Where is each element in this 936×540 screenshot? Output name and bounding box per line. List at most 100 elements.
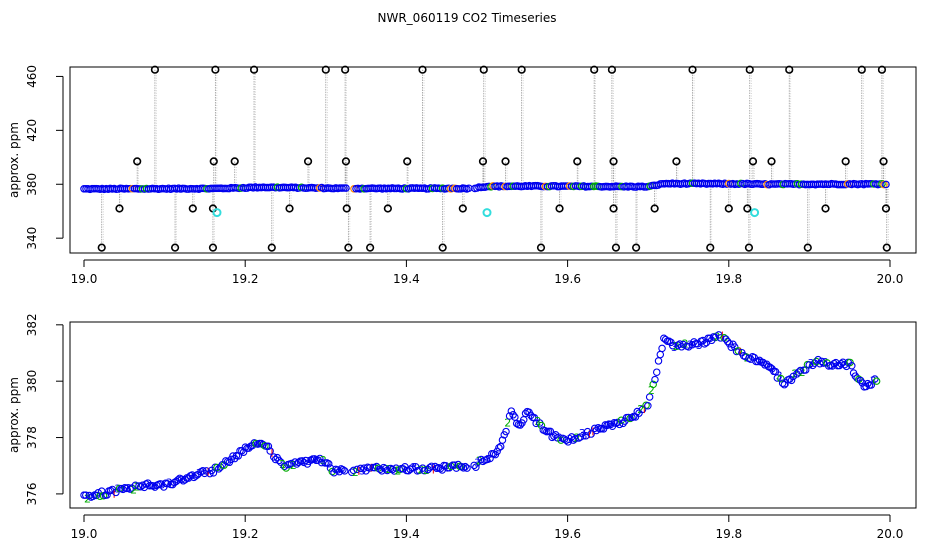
bottom-data-point <box>550 432 558 440</box>
top-y-tick-label: 460 <box>25 65 39 88</box>
bottom-data-point <box>470 461 478 470</box>
top-outlier-point <box>706 243 715 252</box>
bottom-data-point <box>817 357 826 366</box>
bottom-data-point <box>848 361 856 370</box>
top-outlier-point <box>344 243 353 252</box>
bottom-y-axis: 376 378 380 382 <box>25 313 64 505</box>
top-outlier-point <box>882 243 891 252</box>
bottom-data-point <box>571 434 579 443</box>
bottom-data-label: 3 <box>410 461 417 474</box>
bottom-data-point <box>867 381 876 389</box>
bottom-data-point <box>716 334 725 342</box>
bottom-data-point <box>241 443 250 451</box>
bottom-data-point <box>353 465 361 474</box>
bottom-data-point <box>505 412 514 420</box>
top-outlier-point <box>881 204 891 213</box>
top-panel: 19.0 19.2 19.4 19.6 19.8 20.0 340 380 420 460 ap… <box>7 65 917 286</box>
bottom-data-label: 2 <box>504 417 511 430</box>
bottom-data-label: 3 <box>485 453 492 466</box>
top-outlier-point <box>249 65 259 74</box>
bottom-data-point <box>493 447 501 456</box>
bottom-data-point <box>651 375 659 384</box>
bottom-data-label: 3 <box>306 455 313 468</box>
bottom-data-label: 2 <box>534 415 541 428</box>
bottom-data-point <box>266 447 274 455</box>
bottom-data-point <box>778 379 787 388</box>
top-y-axis-label: approx. ppm <box>7 122 21 198</box>
bottom-data-point <box>392 464 400 472</box>
top-outlier-point <box>821 204 830 213</box>
bottom-data-point <box>463 464 471 472</box>
bottom-data-point <box>365 464 374 472</box>
top-outlier-point <box>536 243 546 252</box>
bottom-data-point <box>291 458 299 466</box>
bottom-data-label: 3 <box>166 476 173 489</box>
top-outlier-point <box>170 243 180 252</box>
bottom-data-point <box>619 419 627 428</box>
bottom-data-label: 2 <box>130 484 137 497</box>
top-outlier-point <box>745 65 754 74</box>
top-outlier-point <box>418 65 427 74</box>
top-outlier-point <box>321 65 330 74</box>
bottom-data-point <box>349 466 358 475</box>
bottom-x-tick-label: 19.6 <box>554 527 581 540</box>
bottom-data-point <box>796 366 805 375</box>
bottom-data-label: 2 <box>637 403 644 416</box>
top-y-axis: 340 380 420 460 <box>25 65 64 250</box>
bottom-data-point <box>780 380 789 389</box>
top-outlier-point <box>688 65 697 74</box>
bottom-x-tick-label: 19.8 <box>715 527 742 540</box>
top-outlier-point <box>857 65 866 74</box>
bottom-data-point <box>119 485 127 494</box>
top-outlier-point <box>785 65 794 74</box>
bottom-data-point <box>371 463 379 472</box>
bottom-x-tick-label: 19.2 <box>232 527 259 540</box>
bottom-data-point <box>805 361 813 369</box>
bottom-data-label: 2 <box>394 465 401 478</box>
top-outlier-point <box>724 204 733 213</box>
top-outlier-point <box>573 157 582 166</box>
bottom-y-tick-label: 380 <box>25 370 39 393</box>
top-x-tick-label: 19.8 <box>715 272 742 286</box>
bottom-data-point <box>587 430 595 438</box>
bottom-data-label: 3 <box>159 478 166 491</box>
bottom-data-point <box>628 413 636 422</box>
bottom-data-point <box>871 375 879 383</box>
bottom-y-axis-label: approx. ppm <box>7 377 21 453</box>
bottom-data-point <box>317 458 326 467</box>
top-outlier-point <box>303 157 313 166</box>
bottom-data-label: 3 <box>579 427 586 440</box>
top-outlier-point <box>501 157 510 166</box>
bottom-data-point <box>496 442 505 451</box>
top-plot-frame <box>69 66 917 254</box>
top-outlier-point <box>767 157 776 166</box>
top-outlier-point <box>611 243 621 252</box>
bottom-data-point <box>537 421 546 430</box>
top-outlier-point <box>438 243 447 252</box>
bottom-data-point <box>420 466 429 475</box>
top-outlier-point <box>115 204 124 213</box>
bottom-data-point <box>177 475 186 484</box>
bottom-data-point <box>482 455 491 464</box>
bottom-y-tick-label: 378 <box>25 426 39 449</box>
bottom-data-point <box>376 465 384 474</box>
bottom-data-label: 3 <box>474 456 481 469</box>
top-outlier-point <box>150 65 160 74</box>
bottom-data-label: 2 <box>682 338 689 351</box>
top-y-tick-label: 380 <box>25 173 39 196</box>
top-outlier-point <box>97 243 106 252</box>
top-outlier-point <box>632 243 641 252</box>
top-outlier-point <box>607 65 617 74</box>
bottom-data-label: 3 <box>671 341 678 354</box>
bottom-data-point <box>191 472 200 480</box>
bottom-data-point <box>649 380 657 389</box>
bottom-data-point <box>864 379 872 388</box>
bottom-data-label: 2 <box>423 464 430 477</box>
bottom-data-point <box>287 459 296 468</box>
top-outlier-point <box>879 157 888 166</box>
top-x-tick-label: 19.6 <box>554 272 581 286</box>
bottom-data-label: 2 <box>744 351 751 364</box>
bottom-data-point <box>339 465 347 474</box>
